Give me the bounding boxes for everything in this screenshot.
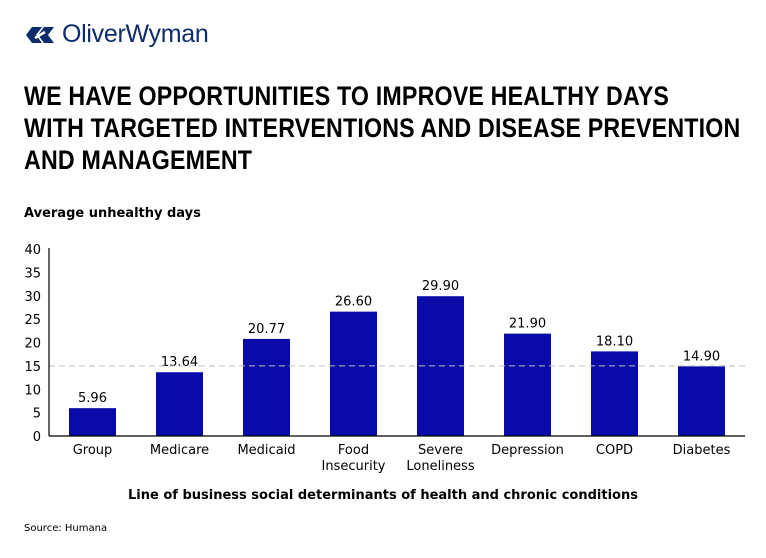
source-note: Source: Humana [24,523,108,534]
y-tick-label: 35 [24,266,41,281]
bar [330,311,377,436]
data-label: 13.64 [161,355,198,370]
title-line: AND MANAGEMENT [24,145,253,175]
data-label: 20.77 [248,322,285,337]
logo-text: OliverWyman [62,20,209,48]
y-tick-label: 5 [33,407,41,422]
data-label: 18.10 [596,334,633,349]
bar [243,338,290,436]
y-tick-label: 0 [33,430,41,445]
y-tick-label: 20 [24,337,41,352]
page-title: WE HAVE OPPORTUNITIES TO IMPROVE HEALTHY… [24,80,740,176]
x-tick-label: Diabetes [673,443,731,458]
y-tick-label: 40 [24,243,41,258]
oliver-wyman-logo-icon [26,26,54,43]
title-line: WITH TARGETED INTERVENTIONS AND DISEASE … [24,113,741,143]
bar [156,372,203,436]
data-label: 29.90 [422,279,459,294]
x-tick-label: Insecurity [322,459,386,474]
bar [591,351,638,436]
bar [504,333,551,436]
y-tick-label: 10 [24,383,41,398]
x-tick-label: Depression [491,443,564,458]
y-tick-label: 25 [24,313,41,328]
bar [678,366,725,436]
x-tick-label: COPD [596,443,633,458]
data-label: 5.96 [78,391,107,406]
x-axis-label: Line of business social determinants of … [128,488,638,503]
y-axis-label: Average unhealthy days [24,206,201,221]
data-label: 21.90 [509,317,546,332]
x-tick-label: Medicare [150,443,209,458]
title-line: WE HAVE OPPORTUNITIES TO IMPROVE HEALTHY… [24,81,670,111]
x-tick-label: Group [73,443,113,458]
x-tick-label: Medicaid [237,443,295,458]
data-label: 26.60 [335,295,372,310]
y-tick-label: 15 [24,360,41,375]
x-tick-label: Loneliness [406,459,474,474]
data-label: 14.90 [683,349,720,364]
bar [69,408,116,436]
y-tick-label: 30 [24,290,41,305]
x-tick-label: Food [338,443,369,458]
logo: OliverWyman [24,20,209,49]
x-tick-label: Severe [418,443,463,458]
